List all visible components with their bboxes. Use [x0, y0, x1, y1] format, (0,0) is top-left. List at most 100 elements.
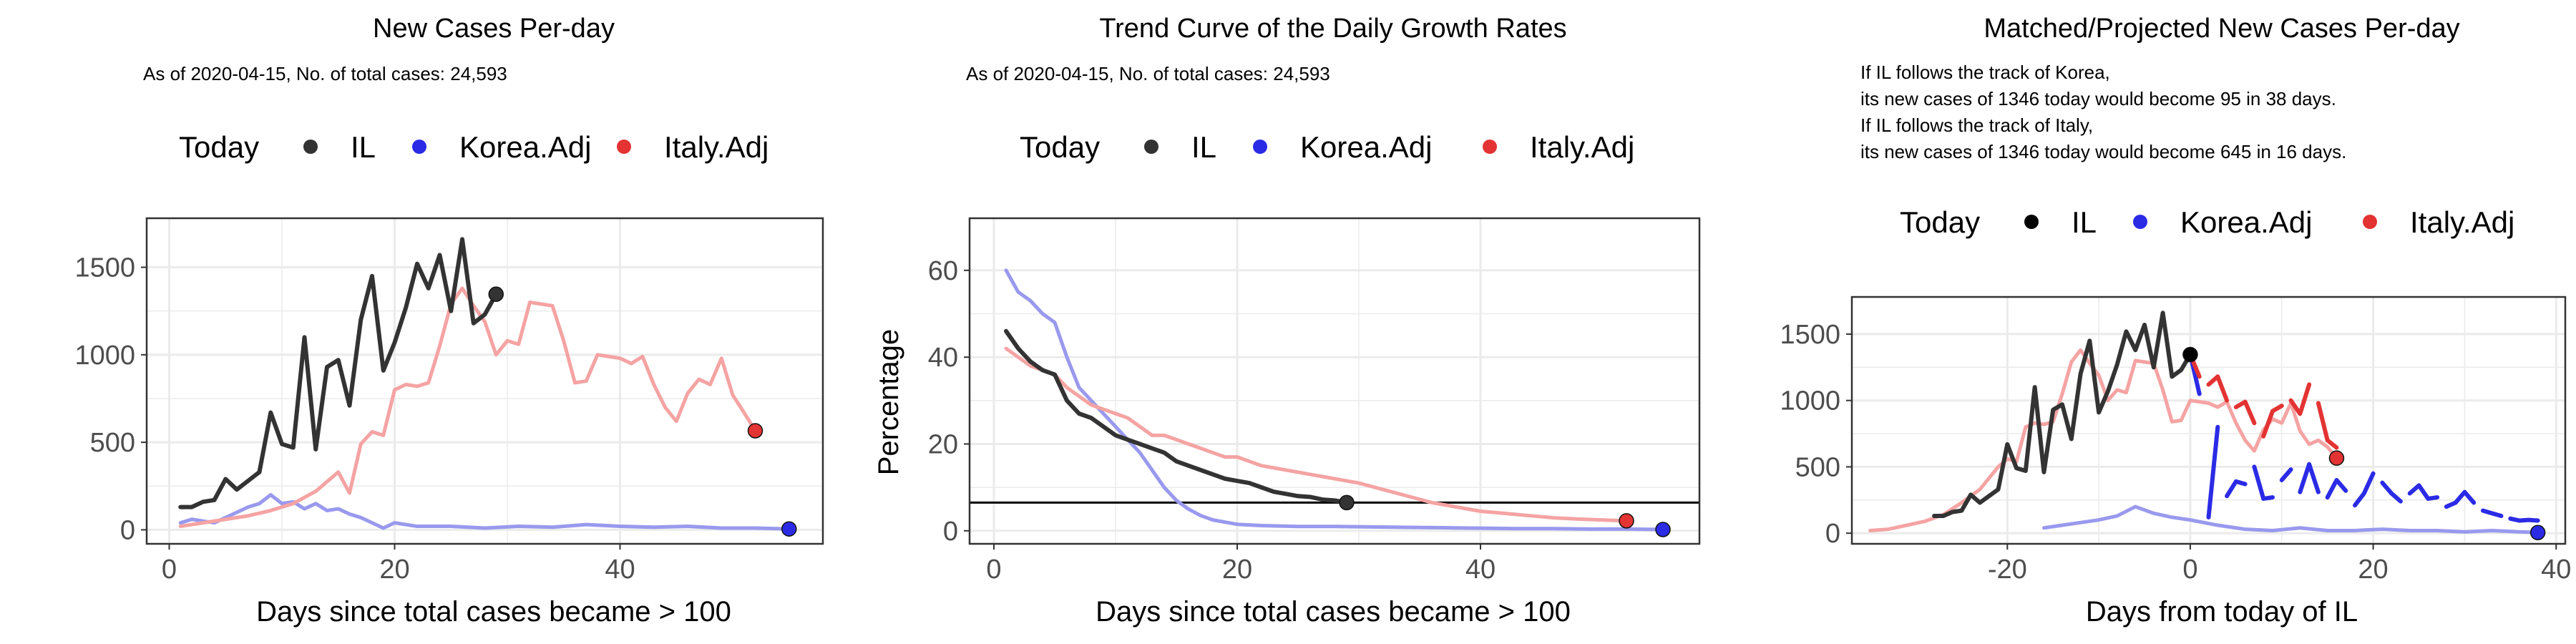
today-point-il — [2182, 346, 2198, 363]
chart-title: New Cases Per-day — [373, 14, 615, 44]
y-tick-label: 1000 — [74, 341, 135, 371]
x-tick-label: 20 — [1222, 555, 1252, 585]
y-tick-label: 20 — [928, 429, 958, 459]
legend-label-korea: Korea.Adj — [459, 130, 591, 164]
series-line-italy-adj — [1868, 348, 2338, 532]
series-line-korea-adj — [178, 493, 791, 531]
legend: Today IL Korea.Adj Italy.Adj — [1900, 205, 2514, 239]
series-line-il — [1932, 311, 2192, 519]
panel-border — [145, 217, 824, 545]
legend-title: Today — [179, 130, 259, 164]
projection-line-korea-adj — [2444, 489, 2477, 509]
projection-line-korea-adj — [2407, 483, 2440, 501]
projection-line-italy-adj — [2316, 401, 2339, 450]
legend-key-il — [1144, 140, 1158, 154]
chart-panel-projected: Matched/Projected New Cases Per-day If I… — [1780, 14, 2571, 628]
chart-subtitle-line: If IL follows the track of Korea, — [1860, 62, 2110, 83]
x-tick-label: 40 — [1465, 555, 1496, 585]
today-point-korea-adj — [1655, 522, 1671, 537]
today-point-italy-adj — [2328, 450, 2345, 466]
projection-line-korea-adj — [2225, 479, 2248, 499]
chart-panel-new-cases: New Cases Per-day As of 2020-04-15, No. … — [74, 14, 824, 628]
series-line-korea-adj — [2041, 504, 2540, 535]
legend-label-il: IL — [351, 130, 376, 164]
chart-subtitle-line: its new cases of 1346 today would become… — [1860, 88, 2336, 109]
chart-subtitle-line: its new cases of 1346 today would become… — [1860, 141, 2346, 162]
projection-line-korea-adj — [2508, 516, 2540, 523]
x-axis-label: Days since total cases became > 100 — [1096, 596, 1571, 628]
legend-key-italy — [1483, 140, 1497, 154]
projection-line-korea-adj — [2480, 508, 2504, 519]
legend: Today IL Korea.Adj Italy.Adj — [1020, 130, 1634, 164]
x-tick-label: 20 — [379, 555, 409, 585]
legend-key-il — [2024, 215, 2039, 229]
projection-line-korea-adj — [2353, 471, 2376, 508]
x-tick-label: 40 — [605, 555, 635, 585]
today-point-il — [1339, 494, 1355, 511]
panel-border — [968, 217, 1701, 545]
legend-label-il: IL — [1191, 130, 1216, 164]
y-tick-label: 1500 — [74, 253, 135, 283]
projection-line-korea-adj — [2298, 462, 2321, 494]
x-tick-label: 40 — [2541, 555, 2571, 585]
x-axis-label: Days since total cases became > 100 — [256, 596, 731, 628]
legend-label-italy: Italy.Adj — [2410, 205, 2514, 239]
projection-line-italy-adj — [2233, 399, 2257, 426]
series-line-italy-adj — [178, 286, 757, 529]
y-tick-label: 0 — [943, 517, 958, 547]
chart-panel-growth-rates: Trend Curve of the Daily Growth Rates As… — [873, 14, 1701, 628]
legend-key-italy — [617, 140, 631, 154]
x-tick-label: 20 — [2358, 555, 2388, 585]
y-tick-label: 500 — [1795, 452, 1840, 482]
panel-border — [1850, 296, 2567, 545]
legend-key-il — [303, 140, 318, 154]
plot-area: 0 20 40 0 20 40 60 — [928, 217, 1701, 585]
y-tick-label: 0 — [1825, 519, 1840, 549]
projection-line-korea-adj — [2325, 477, 2348, 500]
y-tick-label: 500 — [90, 428, 135, 458]
y-tick-label: 40 — [928, 343, 958, 373]
legend-label-il: IL — [2072, 205, 2097, 239]
legend-title: Today — [1900, 205, 1980, 239]
legend-key-italy — [2363, 215, 2377, 229]
legend-label-italy: Italy.Adj — [664, 130, 769, 164]
series-line-italy-adj — [1004, 346, 1629, 523]
legend-label-italy: Italy.Adj — [1530, 130, 1634, 164]
projection-line-korea-adj — [2279, 467, 2293, 482]
today-point-korea-adj — [2529, 525, 2546, 540]
today-point-il — [488, 286, 504, 302]
y-tick-label: 1500 — [1780, 320, 1840, 350]
chart-subtitle: As of 2020-04-15, No. of total cases: 24… — [966, 63, 1330, 84]
legend-label-korea: Korea.Adj — [2180, 205, 2312, 239]
projection-line-korea-adj — [2380, 480, 2403, 504]
series-line-il — [178, 237, 499, 509]
y-tick-label: 1000 — [1780, 386, 1840, 416]
plot-area: 0 20 40 0 500 1000 1500 — [74, 217, 824, 585]
legend-key-korea — [2133, 215, 2147, 229]
chart-subtitle-line: If IL follows the track of Italy, — [1860, 114, 2093, 136]
series-line-korea-adj — [1004, 268, 1665, 532]
y-tick-label: 60 — [928, 256, 958, 286]
today-point-korea-adj — [781, 521, 797, 537]
series-line-il — [1004, 328, 1349, 505]
today-point-italy-adj — [1619, 513, 1634, 529]
x-tick-label: -20 — [1988, 555, 2027, 585]
projection-line-italy-adj — [2206, 374, 2230, 403]
projection-line-korea-adj — [2206, 424, 2220, 519]
x-axis-label: Days from today of IL — [2086, 596, 2358, 628]
chart-title: Trend Curve of the Daily Growth Rates — [1099, 14, 1566, 44]
legend-title: Today — [1020, 130, 1100, 164]
plot-area: -20 0 20 40 0 500 1000 1500 — [1780, 296, 2571, 585]
today-point-italy-adj — [747, 423, 763, 439]
x-tick-label: 0 — [162, 555, 177, 585]
legend-key-korea — [412, 140, 426, 154]
chart-subtitle: As of 2020-04-15, No. of total cases: 24… — [143, 63, 507, 84]
chart-title: Matched/Projected New Cases Per-day — [1984, 14, 2459, 44]
legend-label-korea: Korea.Adj — [1300, 130, 1432, 164]
projection-line-italy-adj — [2261, 404, 2284, 439]
projection-line-korea-adj — [2252, 464, 2275, 501]
legend: Today IL Korea.Adj Italy.Adj — [179, 130, 769, 164]
y-axis-label: Percentage — [873, 329, 904, 476]
x-tick-label: 0 — [2182, 555, 2197, 585]
